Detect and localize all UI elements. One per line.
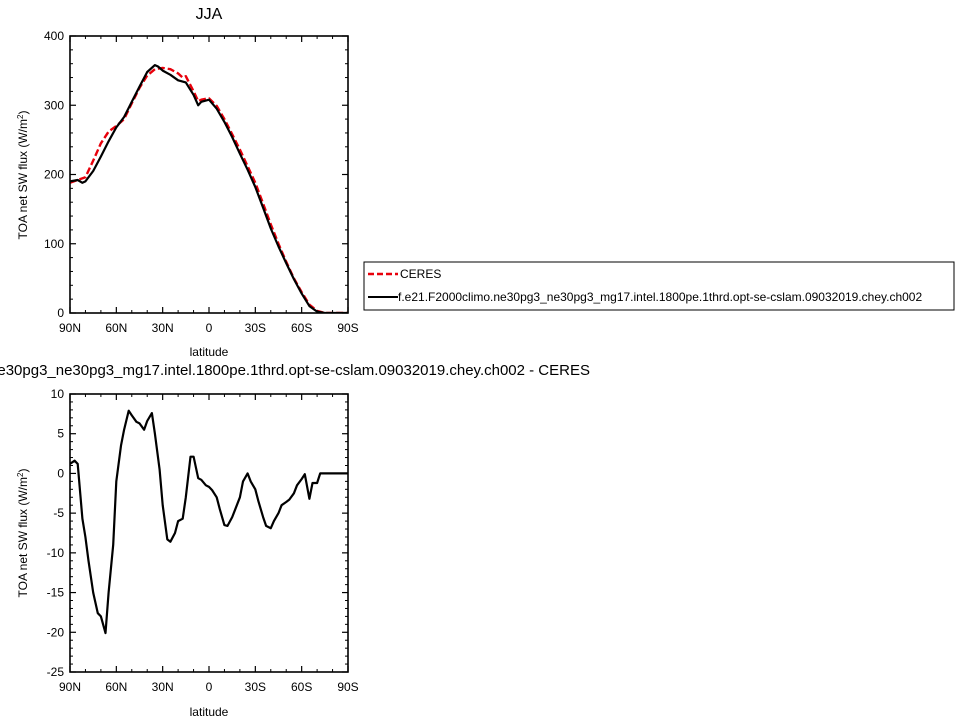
top-panel-xtick-label: 60S (291, 321, 312, 335)
bottom-panel-xtick-label: 60N (105, 680, 127, 694)
top-panel-ylabel: TOA net SW flux (W/m2) (16, 111, 31, 240)
top-panel-ytick-label: 400 (44, 29, 64, 43)
bottom-panel-ytick-label: -5 (53, 506, 64, 520)
top-panel-xtick-label: 30N (152, 321, 174, 335)
top-panel-xtick-label: 30S (245, 321, 266, 335)
bottom-panel-ytick-label: -15 (47, 586, 65, 600)
top-panel-series-1 (70, 63, 348, 313)
top-panel-title: JJA (196, 6, 223, 23)
bottom-panel-series-layer (70, 409, 348, 635)
legend-box (363, 261, 955, 311)
bottom-panel-xtick-label: 30S (245, 680, 266, 694)
bottom-panel-ytick-label: 10 (51, 387, 65, 401)
legend-label-model: f.e21.F2000climo.ne30pg3_ne30pg3_mg17.in… (398, 290, 922, 304)
bottom-panel-ytick-label: -10 (47, 546, 65, 560)
bottom-panel-xtick-label: 30N (152, 680, 174, 694)
top-panel-xlabel: latitude (190, 345, 229, 359)
top-panel-series-0 (70, 66, 348, 313)
bottom-panel-series-0 (70, 409, 348, 635)
top-panel-ytick-label: 100 (44, 237, 64, 251)
bottom-panel-title: f.e21.F2000climo.ne30pg3_ne30pg3_mg17.in… (0, 362, 590, 379)
bottom-panel-ytick-label: -20 (47, 625, 65, 639)
top-panel-xtick-label: 0 (206, 321, 213, 335)
bottom-panel-frame (69, 393, 349, 673)
top-panel-ytick-label: 0 (57, 306, 64, 320)
top-panel-ticks: 90N 60N 30N 0 30S 60S 90S 0 100 200 300 400 (44, 29, 359, 335)
top-panel-xtick-label: 60N (105, 321, 127, 335)
bottom-panel-ytick-label: 5 (57, 427, 64, 441)
bottom-panel-ylabel: TOA net SW flux (W/m2) (16, 469, 31, 598)
top-panel-ytick-label: 200 (44, 168, 64, 182)
bottom-panel-xtick-label: 90N (59, 680, 81, 694)
top-panel-xtick-label: 90S (337, 321, 358, 335)
top-panel-frame (69, 35, 349, 314)
bottom-panel: f.e21.F2000climo.ne30pg3_ne30pg3_mg17.in… (0, 362, 590, 719)
legend: CERES f.e21.F2000climo.ne30pg3_ne30pg3_m… (363, 261, 955, 311)
bottom-panel-ytick-label: 0 (57, 466, 64, 480)
top-panel-ytick-label: 300 (44, 98, 64, 112)
top-panel-xtick-label: 90N (59, 321, 81, 335)
legend-label-ceres: CERES (400, 267, 441, 281)
bottom-panel-ticks: 90N 60N 30N 0 30S 60S 90S 10 5 0 -5 -10 -15 -20 -25 (47, 387, 359, 694)
top-panel: JJA 90N 60N 30N 0 30S 60S 90S 0 100 200 300 400 lat… (16, 6, 359, 359)
bottom-panel-xtick-label: 0 (206, 680, 213, 694)
bottom-panel-xtick-label: 90S (337, 680, 358, 694)
bottom-panel-xlabel: latitude (190, 705, 229, 719)
bottom-panel-xtick-label: 60S (291, 680, 312, 694)
bottom-panel-ytick-label: -25 (47, 665, 65, 679)
top-panel-series-layer (70, 63, 348, 313)
